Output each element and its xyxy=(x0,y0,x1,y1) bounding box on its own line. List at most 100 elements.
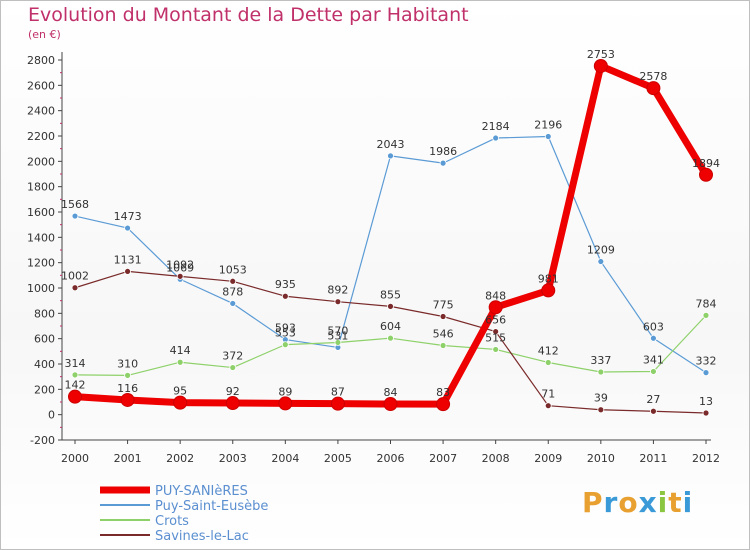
data-label: 314 xyxy=(65,357,86,370)
data-point xyxy=(281,292,289,300)
proxiti-logo: Proxiti xyxy=(582,486,694,519)
y-tick-label: 1000 xyxy=(27,282,55,295)
data-label: 1092 xyxy=(166,258,194,271)
y-tick-label: 2400 xyxy=(27,105,55,118)
y-tick-label: 1600 xyxy=(27,206,55,219)
data-point xyxy=(699,167,713,182)
data-point xyxy=(597,258,605,265)
data-label: 1069 xyxy=(166,261,194,274)
x-tick-label: 2009 xyxy=(534,452,562,465)
data-label: 981 xyxy=(538,272,559,285)
y-tick-label: 2000 xyxy=(27,155,55,168)
data-point xyxy=(334,339,342,346)
data-label: 603 xyxy=(643,320,664,333)
data-point xyxy=(597,368,605,376)
data-label: 935 xyxy=(275,278,296,291)
data-label: 92 xyxy=(226,385,240,398)
data-point xyxy=(439,342,447,349)
x-tick-label: 2012 xyxy=(692,452,720,465)
y-tick-label: 1200 xyxy=(27,257,55,270)
data-point xyxy=(124,371,131,379)
legend-label: Savines-le-Lac xyxy=(155,529,249,544)
data-label: 89 xyxy=(278,385,292,398)
y-tick-label: 2200 xyxy=(27,130,55,143)
x-tick-label: 2002 xyxy=(166,452,194,465)
data-point xyxy=(278,396,293,411)
data-label: 83 xyxy=(436,386,450,399)
data-label: 878 xyxy=(222,285,243,298)
data-label: 71 xyxy=(541,388,555,401)
data-point xyxy=(68,389,82,404)
x-tick-label: 2005 xyxy=(324,452,352,465)
data-label: 2753 xyxy=(587,48,615,61)
data-label: 855 xyxy=(380,288,401,301)
data-point xyxy=(650,407,657,415)
x-tick-label: 2001 xyxy=(114,452,142,465)
data-label: 332 xyxy=(696,355,717,368)
data-point xyxy=(124,268,131,275)
data-label: 570 xyxy=(327,324,348,337)
data-point xyxy=(492,134,500,142)
data-point xyxy=(383,397,398,412)
data-label: 656 xyxy=(485,314,506,327)
data-label: 1568 xyxy=(61,198,89,211)
data-point xyxy=(650,334,657,342)
y-tick-label: 200 xyxy=(34,383,55,396)
data-point xyxy=(229,277,237,285)
y-tick-label: 600 xyxy=(34,333,55,346)
data-point xyxy=(71,371,79,379)
data-label: 87 xyxy=(331,386,345,399)
data-label: 372 xyxy=(222,350,243,363)
x-tick-label: 2011 xyxy=(639,452,667,465)
legend-label: PUY-SANIèRES xyxy=(155,484,248,499)
data-label: 604 xyxy=(380,320,401,333)
data-point xyxy=(330,396,345,411)
x-tick-label: 2008 xyxy=(482,452,510,465)
data-point xyxy=(229,300,237,307)
data-label: 1473 xyxy=(114,210,142,223)
data-point xyxy=(120,392,135,407)
x-tick-label: 2006 xyxy=(377,452,405,465)
data-point xyxy=(702,311,710,319)
data-point xyxy=(702,369,710,377)
data-point xyxy=(176,358,184,366)
data-point xyxy=(439,313,447,320)
data-point xyxy=(71,284,79,292)
legend-label: Puy-Saint-Eusèbe xyxy=(155,499,268,514)
data-point xyxy=(176,272,184,280)
data-label: 848 xyxy=(485,289,506,302)
data-point xyxy=(387,152,394,160)
data-label: 892 xyxy=(327,284,348,297)
x-tick-label: 2003 xyxy=(219,452,247,465)
y-tick-label: 2600 xyxy=(27,79,55,92)
data-label: 412 xyxy=(538,344,559,357)
data-point xyxy=(702,409,710,417)
data-point xyxy=(492,346,500,353)
data-label: 39 xyxy=(594,392,608,405)
data-label: 2043 xyxy=(377,138,405,151)
y-tick-label: 800 xyxy=(34,307,55,320)
chart-unit-label: (en €) xyxy=(28,28,61,41)
y-tick-label: 0 xyxy=(48,409,55,422)
data-label: 142 xyxy=(65,379,86,392)
data-label: 1131 xyxy=(114,253,142,266)
data-point xyxy=(488,300,503,315)
data-point xyxy=(541,283,556,298)
data-point xyxy=(281,341,289,349)
data-label: 341 xyxy=(643,353,664,366)
data-point xyxy=(387,302,394,310)
x-tick-label: 2000 xyxy=(61,452,89,465)
data-point xyxy=(650,368,657,375)
data-point xyxy=(71,212,79,220)
data-label: 593 xyxy=(275,322,296,335)
data-point xyxy=(544,402,552,410)
x-tick-label: 2007 xyxy=(429,452,457,465)
data-point xyxy=(225,396,240,411)
data-label: 1209 xyxy=(587,244,615,257)
data-point xyxy=(544,133,552,140)
data-label: 337 xyxy=(590,354,611,367)
data-label: 27 xyxy=(646,393,660,406)
data-point xyxy=(593,58,608,73)
data-point xyxy=(173,395,188,410)
